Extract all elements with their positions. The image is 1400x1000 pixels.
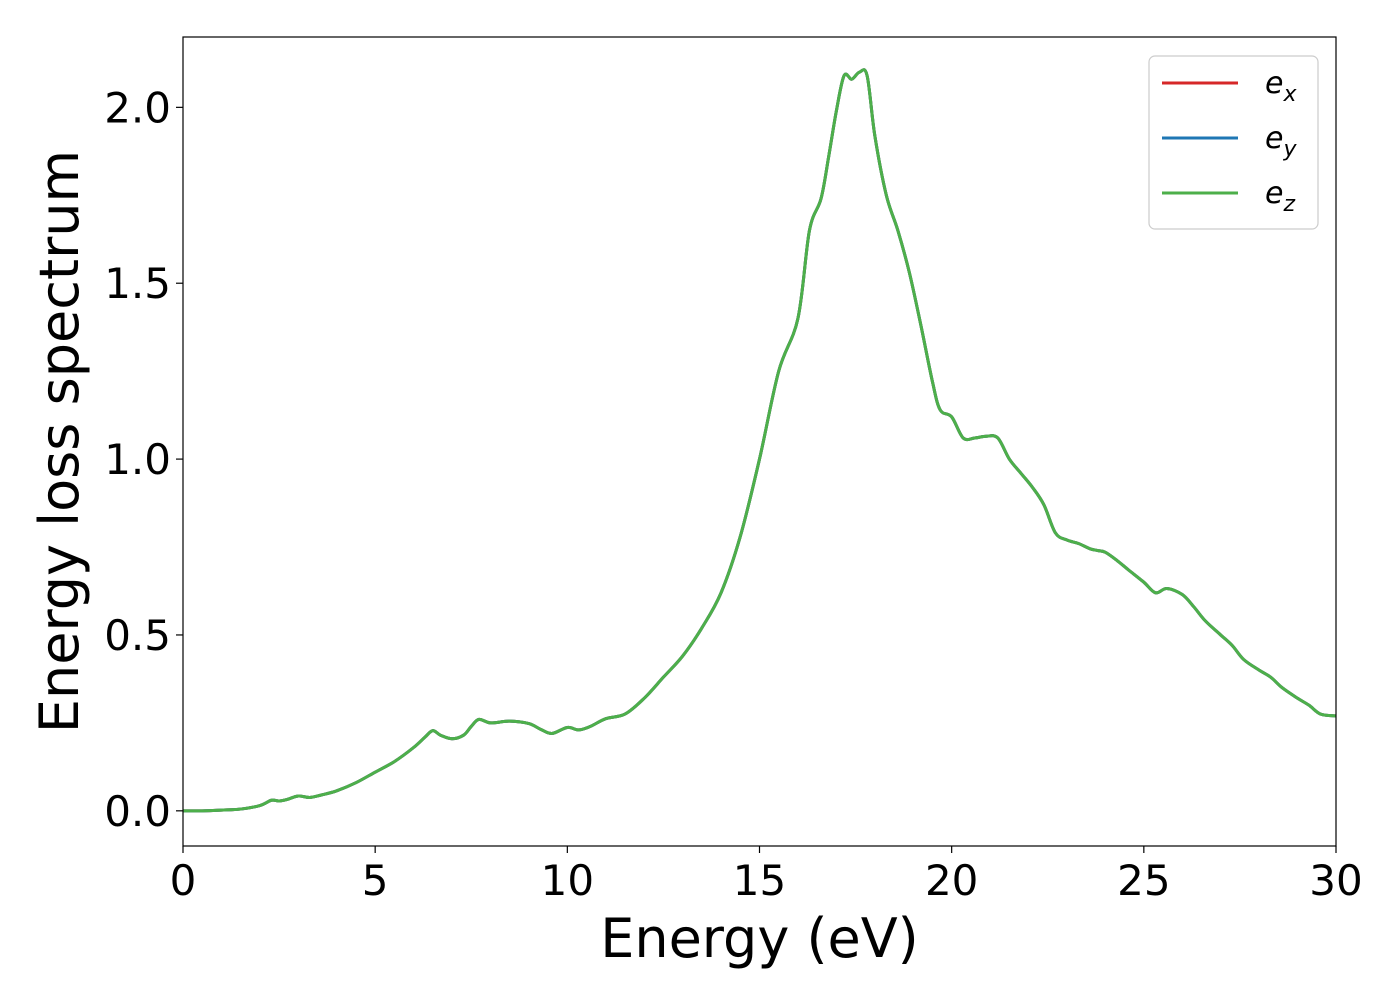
- legend-entry-label: ex: [1265, 66, 1297, 107]
- x-axis-label: Energy (eV): [600, 907, 919, 970]
- y-axis-ticks: 0.0 0.5 1.0 1.5 2.0: [104, 83, 183, 836]
- series-layer: [183, 68, 1336, 813]
- y-tick-label: 0.5: [104, 611, 171, 660]
- y-tick-label: 1.5: [104, 259, 171, 308]
- x-tick-label: 20: [925, 856, 978, 905]
- y-axis-label: Energy loss spectrum: [28, 150, 91, 733]
- x-tick-label: 10: [541, 856, 594, 905]
- y-tick-label: 2.0: [104, 83, 171, 132]
- x-axis-ticks: 0 5 10 15 20 25 30: [170, 846, 1363, 905]
- legend: ex ey ez: [1148, 55, 1319, 230]
- legend-entry-label: ez: [1265, 176, 1295, 217]
- x-tick-label: 25: [1117, 856, 1170, 905]
- series-line-e-z: [183, 68, 1336, 813]
- legend-entry-label: ey: [1265, 121, 1297, 162]
- x-tick-label: 30: [1309, 856, 1362, 905]
- x-tick-label: 15: [733, 856, 786, 905]
- legend-box: [1148, 55, 1319, 230]
- x-tick-label: 5: [362, 856, 389, 905]
- x-tick-label: 0: [170, 856, 197, 905]
- y-tick-label: 1.0: [104, 435, 171, 484]
- y-tick-label: 0.0: [104, 787, 171, 836]
